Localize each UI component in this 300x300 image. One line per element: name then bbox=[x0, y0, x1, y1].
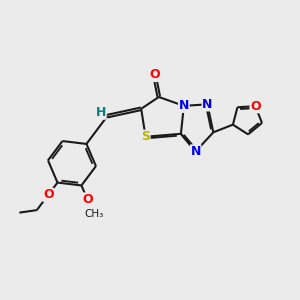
Text: N: N bbox=[190, 145, 201, 158]
Text: O: O bbox=[250, 100, 261, 113]
Text: O: O bbox=[149, 68, 160, 81]
Text: O: O bbox=[43, 188, 54, 201]
Text: O: O bbox=[82, 193, 93, 206]
Text: N: N bbox=[202, 98, 213, 111]
Text: S: S bbox=[141, 130, 150, 143]
Text: CH₃: CH₃ bbox=[84, 209, 103, 219]
Text: N: N bbox=[179, 99, 189, 112]
Text: H: H bbox=[96, 106, 106, 119]
